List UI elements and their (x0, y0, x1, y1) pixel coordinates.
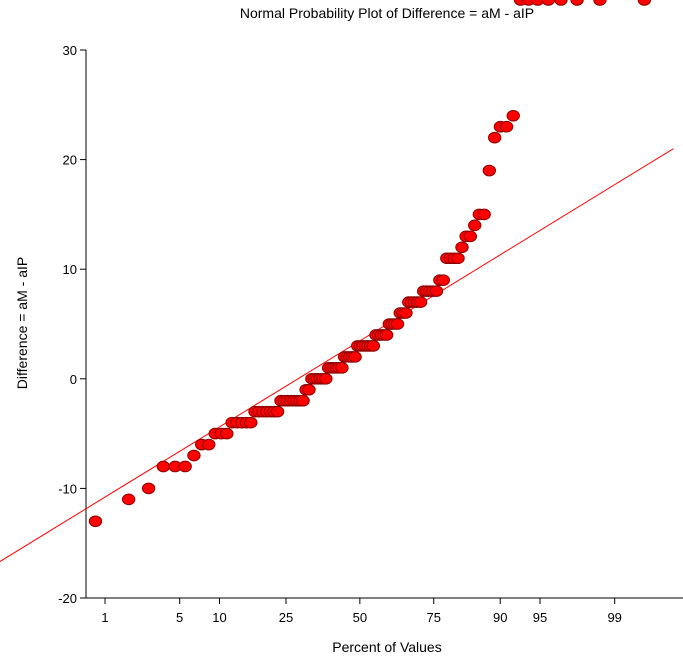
x-tick-label: 1 (101, 610, 108, 625)
data-point (302, 383, 316, 396)
data-point (487, 131, 502, 144)
y-tick-label: 30 (63, 43, 77, 58)
data-point (296, 394, 310, 407)
y-ticks: -20 -10 0 10 20 30 (58, 43, 86, 606)
data-point (202, 438, 216, 451)
data-point (348, 351, 362, 363)
data-point (335, 362, 349, 374)
data-point (413, 296, 428, 308)
reference-line (0, 148, 674, 563)
data-point (390, 318, 405, 330)
data-point (554, 0, 568, 6)
data-point (121, 493, 136, 506)
data-point (541, 0, 555, 6)
y-tick-label: -10 (58, 481, 77, 496)
x-tick-label: 10 (212, 610, 226, 625)
data-point (468, 219, 482, 232)
reference-line-group (0, 148, 674, 563)
y-tick-label: 0 (70, 372, 77, 387)
data-point (244, 416, 258, 429)
x-tick-label: 99 (607, 610, 621, 625)
data-point (366, 340, 381, 352)
data-point (270, 405, 285, 418)
y-axis-label: Difference = aM - aIP (14, 257, 30, 389)
data-point (482, 164, 496, 177)
x-axis-label: Percent of Values (332, 639, 441, 655)
x-tick-label: 25 (279, 610, 293, 625)
data-point (187, 449, 201, 462)
data-point (178, 460, 192, 473)
data-point (455, 241, 469, 254)
data-point (506, 109, 520, 122)
data-points (88, 0, 652, 528)
data-point (319, 373, 333, 385)
x-ticks: 1 5 10 25 50 75 90 95 99 (101, 598, 622, 625)
x-tick-label: 75 (427, 610, 441, 625)
y-tick-label: -20 (58, 591, 77, 606)
data-point (637, 0, 652, 6)
data-point (220, 427, 234, 440)
data-point (531, 0, 545, 6)
data-point (463, 230, 478, 243)
chart-title: Normal Probability Plot of Difference = … (240, 5, 534, 21)
data-point (399, 307, 413, 319)
data-point (499, 120, 514, 133)
data-point (477, 208, 491, 221)
data-point (379, 329, 394, 341)
data-point (88, 515, 103, 528)
x-tick-label: 95 (533, 610, 547, 625)
axes (85, 50, 683, 599)
y-tick-label: 10 (63, 262, 77, 277)
x-tick-label: 90 (493, 610, 507, 625)
x-tick-label: 5 (176, 610, 183, 625)
data-point (156, 460, 171, 473)
data-point (141, 482, 156, 495)
data-point (593, 0, 607, 6)
y-tick-label: 20 (63, 153, 77, 168)
x-tick-label: 50 (353, 610, 367, 625)
data-point (429, 285, 444, 297)
data-point (570, 0, 584, 6)
data-point (436, 274, 450, 286)
data-point (451, 252, 465, 265)
